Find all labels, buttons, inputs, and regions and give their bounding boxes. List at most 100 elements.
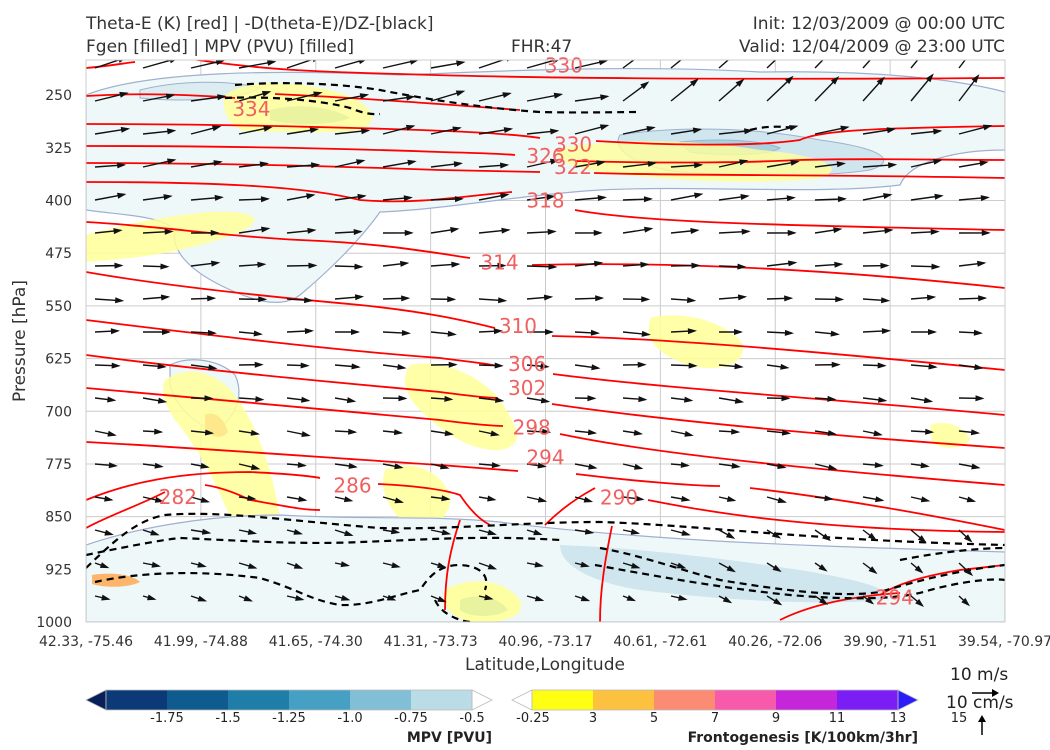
wind-vector-head <box>644 46 653 54</box>
wind-vector-head <box>688 362 698 369</box>
stability-contour <box>594 563 1005 600</box>
wind-vector-shaft <box>622 60 635 69</box>
wind-vector <box>382 94 416 102</box>
wind-vector-head <box>680 461 690 468</box>
x-tick-label: 40.26, -72.06 <box>728 634 822 650</box>
wind-vector-head <box>157 397 168 404</box>
wind-vector-head <box>259 161 269 168</box>
wind-vector-head <box>455 90 466 97</box>
wind-vector <box>334 496 354 503</box>
fgen-fill-center-low <box>382 465 451 527</box>
wind-vector-head <box>447 296 457 303</box>
y-axis-ticks: 250 325 400 475 550 625 700 775 850 925 1000 <box>36 88 72 631</box>
wind-vector <box>766 595 783 606</box>
wind-vector-head <box>631 562 641 569</box>
wind-vector <box>526 397 551 404</box>
forecast-hour: FHR:47 <box>511 37 573 57</box>
wind-vector-head <box>689 46 698 54</box>
wind-vector <box>622 463 644 470</box>
colorbar-tick-label: 9 <box>772 711 780 726</box>
wind-vector <box>382 260 410 267</box>
wind-vector-head <box>401 295 411 302</box>
wind-vector <box>478 127 514 135</box>
wind-vector-head <box>204 429 215 436</box>
wind-vector-head <box>547 228 557 235</box>
wind-vector <box>958 529 973 543</box>
wind-vector <box>766 229 797 236</box>
wind-vector-head <box>111 362 121 369</box>
wind-vector <box>910 562 924 574</box>
wind-vector <box>286 193 316 201</box>
wind-vector-head <box>537 462 547 469</box>
fgen-fill-center <box>404 363 517 451</box>
wind-vector <box>334 397 357 404</box>
wind-vector-head <box>690 228 700 234</box>
theta-e-label: 330 <box>554 132 592 156</box>
wind-vector-head <box>552 60 559 64</box>
wind-vector <box>526 158 560 168</box>
wind-vector-head <box>119 91 129 98</box>
wind-vector <box>670 46 698 69</box>
wind-vector-shaft <box>94 60 121 69</box>
wind-vector-head <box>971 463 981 470</box>
wind-vector <box>574 395 597 402</box>
wind-vector-head <box>118 60 124 63</box>
wind-vector-head <box>101 594 111 601</box>
wind-vector <box>334 462 358 469</box>
wind-vector-head <box>484 594 494 601</box>
colorbar-segment <box>289 690 351 710</box>
wind-vector <box>958 74 980 102</box>
wind-vector-head <box>739 159 749 166</box>
wind-vector <box>430 227 460 234</box>
wind-vector <box>430 463 450 470</box>
wind-vector <box>238 91 272 102</box>
wind-vector <box>478 328 503 335</box>
wind-vector-shaft <box>718 60 730 69</box>
wind-vector <box>94 462 118 469</box>
wind-vector-head <box>304 328 314 335</box>
wind-vector <box>718 128 754 135</box>
wind-vector <box>574 295 605 302</box>
wind-vector <box>670 396 694 403</box>
wind-vector-head <box>548 263 558 270</box>
wind-vector-head <box>966 496 977 503</box>
wind-vector <box>910 294 937 301</box>
wind-vector-head <box>357 193 367 200</box>
fgen-fill-bottom-core <box>460 596 508 616</box>
wind-vector-head <box>354 263 364 270</box>
wind-vector <box>286 462 307 468</box>
wind-vector <box>190 329 217 336</box>
colorbar-segment <box>106 690 168 710</box>
colorbar-tick-label: 11 <box>829 711 846 726</box>
wind-vector <box>238 429 260 436</box>
wind-vector-head <box>840 125 850 132</box>
wind-vector-head <box>117 192 127 199</box>
wind-vector-head <box>741 228 751 235</box>
wind-vector <box>814 495 834 502</box>
wind-vector-head <box>931 263 941 270</box>
wind-vector <box>910 496 931 503</box>
wind-vector-head <box>633 429 643 436</box>
wind-vector-head <box>537 496 548 503</box>
wind-vector <box>910 159 943 168</box>
wind-vector <box>382 528 401 535</box>
wind-vector-head <box>687 328 697 335</box>
wind-vector <box>238 226 271 234</box>
wind-vector <box>574 561 590 568</box>
wind-vector-head <box>876 76 885 86</box>
wind-vector <box>142 594 157 601</box>
wind-vector-head <box>545 329 554 335</box>
wind-vector <box>814 562 828 572</box>
wind-vector <box>286 127 320 135</box>
wind-vector-head <box>344 530 354 536</box>
wind-vector-head <box>255 396 265 403</box>
wind-vector-head <box>588 463 598 470</box>
wind-vector-head <box>501 227 511 234</box>
wind-vector-head <box>398 395 408 402</box>
wind-vector <box>766 159 800 168</box>
wind-vector-head <box>361 128 371 135</box>
wind-vector <box>670 529 691 536</box>
wind-vector-head <box>503 127 514 133</box>
wind-vector <box>142 294 171 301</box>
wind-vector <box>622 429 643 436</box>
